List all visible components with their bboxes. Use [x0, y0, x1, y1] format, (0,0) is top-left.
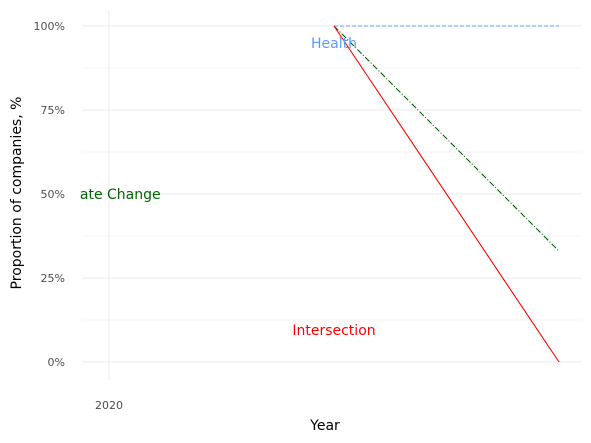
x-axis-title: Year [309, 418, 340, 434]
grid-layer [83, 10, 582, 380]
y-tick-label: 0% [48, 356, 65, 369]
annotation-layer: Health ate Change Intersection [80, 36, 376, 339]
tick-layer: 0% 25% 50% 75% 100% 2020 [34, 20, 123, 412]
y-tick-label: 75% [41, 104, 65, 117]
series-layer [333, 25, 560, 363]
y-axis-title: Proportion of companies, % [9, 97, 25, 290]
series-annotation-2: ate Change [80, 187, 161, 203]
series-annotation-3: Intersection [292, 323, 375, 339]
series-annotation-1: Health [311, 36, 357, 52]
series-line-climate-change [333, 25, 560, 252]
y-tick-label: 50% [41, 188, 65, 201]
y-tick-label: 25% [41, 272, 65, 285]
series-line-intersection [333, 25, 560, 363]
y-tick-label: 100% [34, 20, 65, 33]
x-tick-label: 2020 [95, 399, 123, 412]
